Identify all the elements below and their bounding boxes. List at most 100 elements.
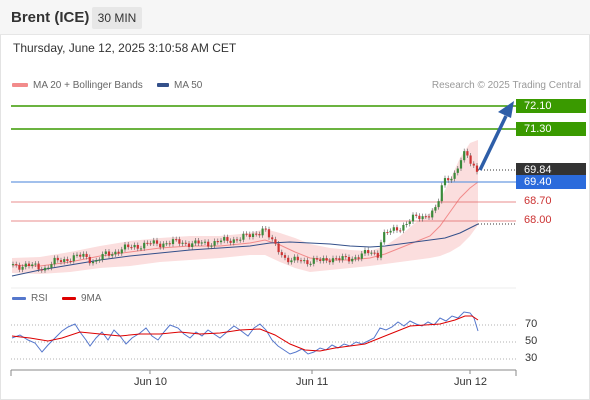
support1-label: 68.70 [524,195,552,207]
rsi-line [11,311,479,355]
candle-body [191,243,194,247]
candle-body [152,240,155,244]
candle-body [66,259,69,261]
target2-tag: 72.10 [516,99,586,113]
candle-body [210,245,213,247]
candle-body [50,264,53,268]
timeframe-button[interactable]: 30 MIN [92,7,142,29]
candle-body [459,160,463,169]
candle-body [421,216,424,220]
candlestick-series [11,148,479,273]
ma50-line [11,223,479,277]
candle-body [267,229,271,238]
candle-body [85,253,88,257]
candle-body [274,239,277,244]
candle-body [213,241,216,246]
candle-body [437,201,440,208]
ma50-swatch [157,83,169,88]
candle-body [450,178,453,181]
candle-body [351,258,354,262]
candle-body [232,239,235,243]
candle-body [306,260,309,265]
candle-body [242,233,245,240]
candle-body [331,258,335,263]
candle-body [178,239,181,244]
candle-body [223,237,226,241]
candle-body [15,264,18,266]
ma50-label: MA 50 [174,80,203,91]
candle-body [280,252,283,256]
candle-body [357,257,360,259]
candle-body [123,244,127,250]
candle-body [43,267,47,271]
pivot-tag: 69.40 [516,175,586,189]
candle-body [127,244,130,248]
target1-tag: 71.30 [516,122,586,136]
candle-body [322,258,325,262]
candle-body [261,228,264,236]
candle-body [31,264,34,266]
candle-body [255,233,258,235]
legend-ma-bollinger: MA 20 + Bollinger Bands [12,80,143,91]
candle-body [395,227,399,231]
candle-body [21,266,24,270]
candle-body [27,263,31,266]
candle-body [411,214,415,222]
legend-ma50: MA 50 [157,80,202,91]
candle-body [111,254,114,256]
candle-body [101,253,104,260]
candle-body [258,234,261,236]
candle-body [175,239,178,241]
candle-body [315,258,319,260]
candle-body [424,216,427,218]
candle-body [472,163,475,166]
candle-body [159,243,162,248]
candle-body [95,260,98,262]
candle-body [184,242,187,244]
candle-body [207,241,210,247]
support2-label: 68.00 [524,214,552,226]
candle-body [37,263,40,270]
candle-body [139,248,143,250]
forecast-arrow-line [478,115,508,171]
candle-body [146,242,149,244]
candle-body [162,243,165,248]
rsi-tick-50: 50 [525,335,538,347]
x-label-jun11: Jun 11 [296,376,329,388]
candle-body [79,254,82,257]
candle-body [104,251,107,254]
candle-body [34,263,37,265]
candle-body [251,233,255,238]
last-price-tag: 69.84 [516,163,586,177]
candle-body [303,260,306,262]
candle-body [219,240,223,243]
candle-body [117,251,120,254]
candle-body [408,221,411,224]
candle-body [475,165,479,172]
candle-body [91,261,95,264]
candle-body [143,242,146,249]
candle-body [82,253,85,257]
candle-body [443,178,447,186]
x-label-jun10: Jun 10 [134,376,168,388]
chart-timestamp: Thursday, June 12, 2025 3:10:58 AM CET [13,41,237,55]
candle-body [379,242,383,258]
candle-body [399,230,402,232]
candle-body [88,256,91,264]
candle-body [107,251,111,256]
candle-body [440,185,443,202]
candle-body [187,243,191,247]
candle-body [114,251,117,255]
candle-body [245,233,248,235]
candle-body [277,243,280,253]
rsi-tick-30: 30 [525,352,538,364]
candle-body [171,239,175,245]
ma-bollinger-swatch [12,83,28,88]
ma9-swatch [62,296,76,300]
candle-body [383,232,386,243]
candle-body [40,269,43,271]
candle-body [248,234,251,238]
x-label-jun12: Jun 12 [454,376,488,388]
candle-body [197,240,200,244]
